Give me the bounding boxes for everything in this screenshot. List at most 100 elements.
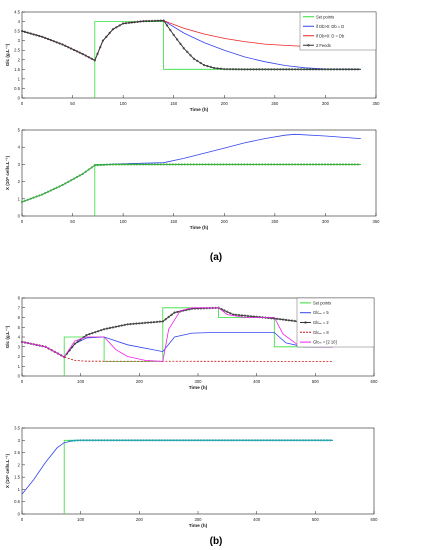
y-tick-label: 7 bbox=[18, 305, 21, 310]
series-marker bbox=[133, 439, 136, 442]
series-marker bbox=[237, 68, 240, 71]
series-marker bbox=[114, 163, 118, 166]
y-tick-label: 4.5 bbox=[14, 10, 20, 15]
legend-label: Glcₘ = 5 bbox=[313, 310, 329, 315]
series-marker bbox=[213, 66, 216, 70]
x-tick-label: 0 bbox=[21, 219, 24, 224]
series-marker bbox=[243, 163, 246, 166]
y-tick-label: 1 bbox=[18, 364, 21, 369]
legend-label: if Db>0: D = Db bbox=[316, 33, 345, 38]
series-marker bbox=[276, 163, 279, 166]
series-marker bbox=[29, 32, 32, 35]
series-marker bbox=[175, 38, 179, 41]
y-tick-label: 2.5 bbox=[14, 48, 20, 53]
series-marker bbox=[52, 187, 55, 191]
y-axis-label: X (10⁹ cells.L⁻¹) bbox=[5, 155, 10, 190]
series-marker bbox=[94, 330, 97, 334]
series-marker bbox=[328, 439, 332, 442]
x-axis-label: Time (h) bbox=[190, 107, 209, 113]
series-marker bbox=[186, 163, 189, 166]
x-tick-label: 50 bbox=[70, 219, 75, 224]
series-marker bbox=[211, 439, 214, 442]
series-marker bbox=[329, 163, 333, 166]
series-marker bbox=[285, 68, 288, 71]
series-marker bbox=[303, 68, 306, 71]
series-marker bbox=[179, 42, 182, 46]
series-marker bbox=[70, 439, 74, 442]
series-marker bbox=[192, 163, 195, 166]
series-marker bbox=[46, 37, 50, 41]
series-marker bbox=[300, 68, 303, 71]
series-marker bbox=[313, 439, 317, 442]
x-tick-label: 100 bbox=[120, 101, 128, 106]
series-marker bbox=[151, 439, 154, 442]
series-marker bbox=[71, 345, 74, 349]
series-marker bbox=[297, 68, 300, 71]
series-marker bbox=[347, 68, 351, 71]
y-tick-label: 1 bbox=[18, 487, 21, 492]
series-marker bbox=[270, 163, 273, 166]
series-marker bbox=[155, 320, 159, 324]
series-marker bbox=[127, 439, 130, 442]
series-marker bbox=[165, 163, 168, 166]
series-marker bbox=[258, 68, 261, 71]
series-marker bbox=[130, 21, 133, 24]
series-marker bbox=[231, 163, 234, 166]
series-marker bbox=[244, 439, 247, 442]
series-marker bbox=[55, 41, 58, 44]
series-marker bbox=[142, 20, 145, 23]
x-tick-label: 300 bbox=[195, 379, 203, 384]
series-marker bbox=[106, 439, 109, 442]
series-marker bbox=[124, 21, 128, 25]
series-marker bbox=[335, 68, 339, 71]
y-tick-label: 2 bbox=[18, 57, 21, 62]
x-tick-label: 100 bbox=[120, 219, 128, 224]
series-marker bbox=[96, 163, 100, 167]
x-tick-label: 250 bbox=[271, 219, 279, 224]
series-marker bbox=[295, 439, 299, 442]
series-marker bbox=[310, 439, 314, 442]
y-tick-label: 1 bbox=[18, 76, 21, 81]
series-marker bbox=[304, 439, 308, 442]
series-marker bbox=[94, 439, 97, 442]
x-tick-label: 300 bbox=[322, 101, 330, 106]
series-line bbox=[21, 341, 333, 362]
series-marker bbox=[273, 163, 276, 166]
series-marker bbox=[325, 439, 329, 442]
series-marker bbox=[88, 439, 91, 442]
series-marker bbox=[120, 163, 124, 166]
series-marker bbox=[138, 163, 142, 166]
series-marker bbox=[277, 439, 281, 442]
series-marker bbox=[76, 340, 79, 343]
series-marker bbox=[332, 163, 336, 166]
series-marker bbox=[293, 319, 296, 323]
series-marker bbox=[279, 68, 282, 71]
series-marker bbox=[132, 163, 136, 166]
series-marker bbox=[291, 68, 294, 71]
series-marker bbox=[53, 350, 57, 354]
series-marker bbox=[247, 439, 250, 442]
y-tick-label: 3.5 bbox=[14, 426, 20, 431]
series-marker bbox=[205, 439, 208, 442]
legend bbox=[299, 11, 377, 51]
series-marker bbox=[148, 439, 151, 442]
series-marker bbox=[150, 163, 153, 166]
series-marker bbox=[78, 51, 81, 54]
series-marker bbox=[139, 439, 142, 442]
series-marker bbox=[282, 163, 285, 166]
series-marker bbox=[282, 68, 285, 71]
series-marker bbox=[202, 439, 205, 442]
series-marker bbox=[305, 68, 309, 71]
series-marker bbox=[102, 328, 106, 331]
series-marker bbox=[226, 310, 229, 313]
series-marker bbox=[216, 163, 219, 166]
legend-label: 2 Feeds bbox=[316, 43, 331, 48]
series-marker bbox=[199, 439, 202, 442]
series-marker bbox=[222, 163, 225, 166]
x-tick-label: 150 bbox=[170, 219, 178, 224]
series-marker bbox=[223, 309, 226, 312]
y-axis-label: Glc (g.L⁻¹) bbox=[5, 43, 10, 66]
x-tick-label: 300 bbox=[195, 517, 203, 522]
series-marker bbox=[208, 439, 211, 442]
series-marker bbox=[199, 61, 202, 65]
